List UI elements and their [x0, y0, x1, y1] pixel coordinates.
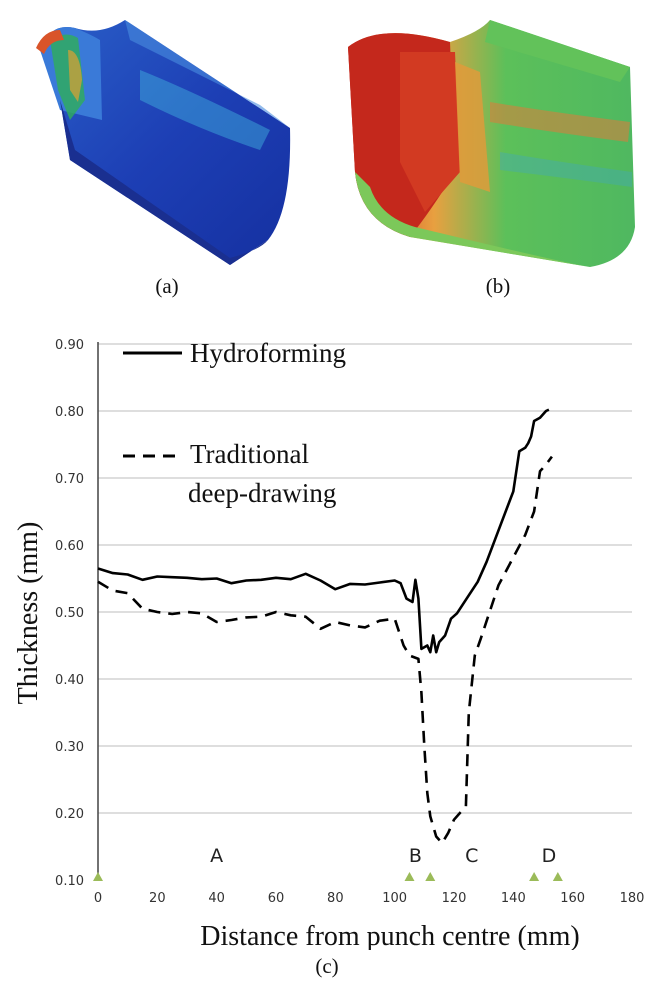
x-tick-label: 120: [442, 891, 467, 906]
x-axis-title: Distance from punch centre (mm): [200, 921, 579, 950]
y-tick-label: 0.70: [55, 472, 84, 487]
region-label-c: C: [465, 845, 478, 867]
y-axis-ticks: 0.10 0.20 0.30 0.40 0.50 0.60 0.70 0.80 0.90: [55, 338, 84, 889]
traditional-deep-drawing-line: [97, 455, 553, 845]
legend-hydroforming: Hydroforming: [190, 338, 346, 368]
x-tick-label: 100: [382, 891, 407, 906]
grid-lines: [98, 343, 632, 814]
y-tick-label: 0.30: [55, 740, 84, 755]
axis-marker-triangle: [425, 872, 436, 881]
axis-markers: [93, 872, 563, 881]
panel-a-caption: (a): [155, 274, 179, 298]
region-labels: A B C D: [210, 845, 556, 867]
region-label-a: A: [210, 845, 223, 867]
hydroforming-line: [97, 408, 550, 654]
legend-deep-drawing: deep-drawing: [188, 478, 336, 508]
y-tick-label: 0.40: [55, 673, 84, 688]
x-tick-label: 140: [501, 891, 526, 906]
y-tick-label: 0.60: [55, 539, 84, 554]
thickness-line-chart: 0 20 40 60 80 100 120 140 160 180 0.10 0.20 0.30 0.4…: [13, 338, 645, 950]
panel-b-caption: (b): [485, 274, 511, 298]
region-label-b: B: [409, 845, 422, 867]
y-tick-label: 0.90: [55, 338, 84, 353]
panel-b-thickness-contour: [348, 20, 635, 267]
x-tick-label: 20: [149, 891, 166, 906]
y-tick-label: 0.20: [55, 807, 84, 822]
series-layer: [97, 408, 553, 845]
panel-c-caption: (c): [315, 954, 339, 978]
y-tick-label: 0.10: [55, 874, 84, 889]
axis-marker-triangle: [404, 872, 415, 881]
panel-a-thickness-contour: [36, 20, 291, 265]
x-tick-label: 60: [268, 891, 285, 906]
x-tick-label: 80: [327, 891, 344, 906]
x-tick-label: 0: [94, 891, 102, 906]
y-axis-title: Thickness (mm): [13, 522, 44, 705]
y-tick-label: 0.80: [55, 405, 84, 420]
x-tick-label: 40: [208, 891, 225, 906]
x-tick-label: 180: [620, 891, 645, 906]
axis-marker-triangle: [93, 872, 103, 881]
region-label-d: D: [542, 845, 557, 867]
x-axis-ticks: 0 20 40 60 80 100 120 140 160 180: [94, 891, 645, 906]
axis-marker-triangle: [552, 872, 563, 881]
x-tick-label: 160: [560, 891, 585, 906]
legend-traditional: Traditional: [190, 439, 309, 469]
axis-marker-triangle: [529, 872, 540, 881]
y-tick-label: 0.50: [55, 606, 84, 621]
